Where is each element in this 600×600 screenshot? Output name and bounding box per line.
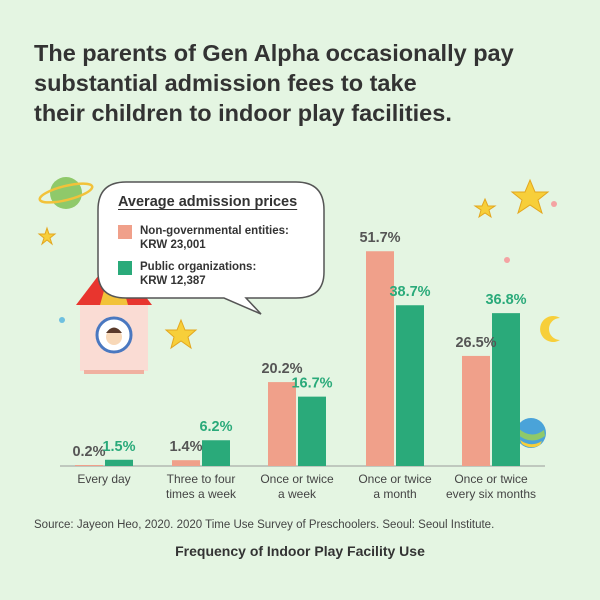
bars-group [75, 251, 520, 466]
legend-item-public: Public organizations: KRW 12,387 [118, 260, 257, 288]
x-tick-label: a week [278, 487, 317, 501]
title-line-2: substantial admission fees to take [34, 70, 417, 96]
bar-public-0 [105, 459, 133, 466]
bar-value-label: 1.4% [169, 439, 202, 455]
bar-value-label: 16.7% [291, 376, 332, 392]
x-tick-label: Three to four [167, 472, 236, 486]
bar-non-governmental-0 [75, 465, 103, 466]
bar-value-label: 6.2% [199, 419, 232, 435]
chart-caption: Frequency of Indoor Play Facility Use [175, 543, 425, 559]
bar-public-3 [396, 305, 424, 466]
bar-labels-group: 0.2% 1.4% 20.2% 51.7% 26.5% 1.5% 6.2% 16.7% 38.7… [72, 230, 526, 460]
legend-label: Non-governmental entities: [140, 225, 289, 237]
x-tick-label: Once or twice [454, 472, 528, 486]
bar-value-label: 20.2% [261, 361, 302, 377]
bar-public-1 [202, 440, 230, 466]
dot-icon [504, 257, 510, 263]
planet-icon [38, 177, 94, 209]
bar-value-label: 26.5% [455, 335, 496, 351]
legend-value: KRW 23,001 [140, 239, 206, 251]
legend-item-non-governmental: Non-governmental entities: KRW 23,001 [118, 224, 289, 252]
legend-bubble: Average admission prices Non-governmenta… [96, 180, 326, 315]
source-note: Source: Jayeon Heo, 2020. 2020 Time Use … [34, 519, 495, 531]
x-tick-label: Once or twice [260, 472, 334, 486]
legend-swatch [118, 225, 132, 239]
bar-value-label: 51.7% [359, 230, 400, 246]
legend-title: Average admission prices [118, 194, 298, 210]
legend-swatch [118, 261, 132, 275]
bar-non-governmental-4 [462, 355, 490, 466]
star-icon [37, 178, 550, 350]
legend-label: Public organizations: [140, 261, 257, 273]
bar-non-governmental-3 [366, 251, 394, 466]
dot-icon [551, 201, 557, 207]
moon-icon [540, 316, 560, 342]
chart-title: The parents of Gen Alpha occasionally pa… [34, 38, 574, 128]
title-line-3: their children to indoor play facilities… [34, 100, 452, 126]
bar-non-governmental-1 [172, 460, 200, 466]
bar-non-governmental-2 [268, 382, 296, 466]
bar-value-label: 0.2% [72, 444, 105, 460]
x-tick-label: every six months [446, 487, 536, 501]
x-tick-label: Every day [77, 472, 130, 486]
legend-value: KRW 12,387 [140, 275, 206, 287]
bar-public-2 [298, 396, 326, 466]
x-tick-label: a month [373, 487, 416, 501]
x-tick-label: Once or twice [358, 472, 432, 486]
bar-value-label: 36.8% [485, 292, 526, 308]
ball-icon [516, 418, 546, 448]
dot-icon [59, 317, 65, 323]
bar-value-label: 1.5% [102, 439, 135, 455]
x-tick-label: times a week [166, 487, 237, 501]
title-line-1: The parents of Gen Alpha occasionally pa… [34, 40, 514, 66]
bar-public-4 [492, 313, 520, 466]
bar-value-label: 38.7% [389, 284, 430, 300]
